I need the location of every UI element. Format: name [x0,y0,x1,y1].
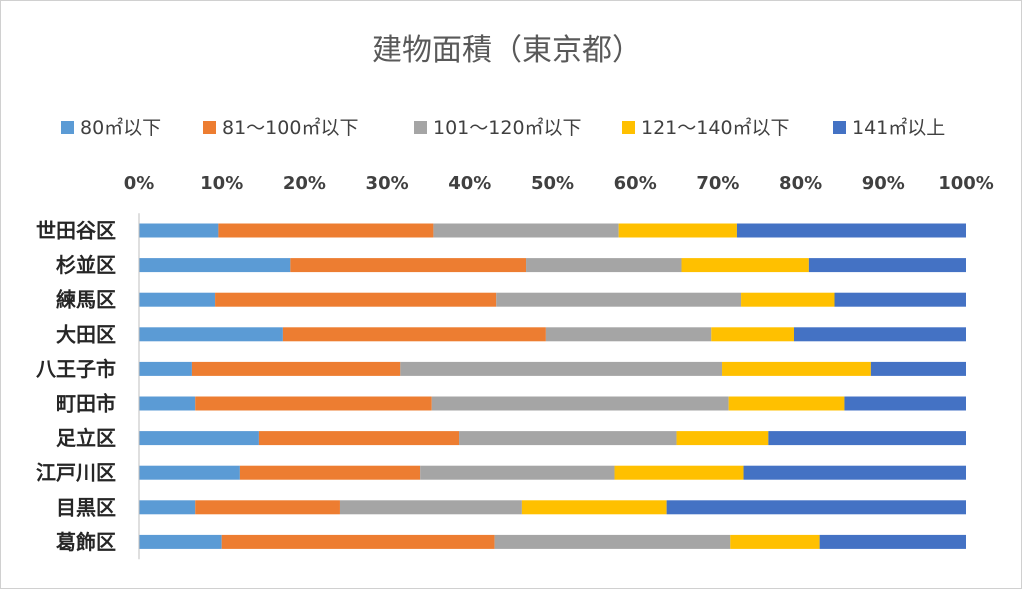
bar-segment [736,223,966,238]
legend-swatch [61,121,74,134]
bar-segment [819,534,966,549]
bars [139,223,966,549]
bar-segment [728,396,845,411]
bar-segment [793,327,966,342]
bar-segment [400,361,723,376]
bar-segment [666,500,966,515]
x-tick-label: 50% [531,173,574,194]
bar-segment [139,431,259,446]
bar-segment [526,258,682,273]
bar-segment [870,361,966,376]
bar-segment [420,465,615,480]
bar-segment [139,258,291,273]
category-label: 八王子市 [36,357,116,381]
category-label: 目黒区 [56,495,116,519]
category-label: 世田谷区 [36,219,116,243]
bar-segment [282,327,546,342]
legend: 80㎡以下 81～100㎡以下 101～120㎡以下 121～140㎡以下 141㎡以上 [61,116,945,139]
category-label: 練馬区 [56,288,116,312]
legend-label: 81～100㎡以下 [222,116,358,139]
bar-segment [614,465,744,480]
bar-segment [681,258,809,273]
category-label: 町田市 [56,392,116,416]
bar-segment [459,431,677,446]
category-label: 杉並区 [56,253,116,277]
bar-segment [844,396,966,411]
bar-segment [139,465,240,480]
bar-segment [239,465,421,480]
bar-segment [139,292,216,307]
x-tick-label: 100% [938,173,994,194]
bar-segment [768,431,966,446]
bar-segment [290,258,527,273]
bar-segment [545,327,712,342]
x-axis-ticks: 0% 10% 20% 30% 40% 50% 60% 70% 80% 90% 100% [124,173,994,194]
bar-segment [743,465,966,480]
bar-segment [191,361,401,376]
bar-segment [494,534,731,549]
bar-segment [741,292,835,307]
legend-label: 80㎡以下 [80,116,161,139]
bar-segment [676,431,769,446]
category-label: 足立区 [56,426,116,450]
bar-segment [730,534,820,549]
bar-segment [218,223,434,238]
bar-segment [139,396,196,411]
category-label: 江戸川区 [36,461,116,485]
bar-segment [433,223,619,238]
x-tick-label: 40% [448,173,491,194]
bar-segment [139,361,192,376]
bar-segment [215,292,497,307]
bar-segment [496,292,742,307]
bar-segment [139,327,283,342]
bar-segment [431,396,729,411]
x-tick-label: 70% [696,173,739,194]
legend-swatch [622,121,635,134]
x-tick-label: 30% [366,173,409,194]
bar-segment [139,500,196,515]
bar-segment [139,534,222,549]
category-label: 大田区 [56,322,116,346]
bar-segment [258,431,460,446]
chart-title: 建物面積（東京都） [372,33,642,68]
bar-segment [195,500,340,515]
x-tick-label: 10% [200,173,243,194]
legend-label: 101～120㎡以下 [433,116,582,139]
bar-segment [711,327,794,342]
legend-swatch [833,121,846,134]
bar-segment [834,292,966,307]
x-tick-label: 80% [779,173,822,194]
legend-swatch [203,121,216,134]
bar-segment [618,223,737,238]
x-tick-label: 90% [862,173,905,194]
legend-swatch [414,121,427,134]
x-tick-label: 20% [283,173,326,194]
x-tick-label: 0% [124,173,155,194]
bar-segment [195,396,432,411]
bar-segment [221,534,495,549]
legend-label: 121～140㎡以下 [641,116,790,139]
bar-segment [722,361,871,376]
bar-segment [521,500,667,515]
x-tick-label: 60% [614,173,657,194]
bar-segment [139,223,219,238]
bar-segment [339,500,522,515]
bar-segment [808,258,966,273]
legend-label: 141㎡以上 [852,116,945,139]
category-label: 葛飾区 [55,530,116,554]
